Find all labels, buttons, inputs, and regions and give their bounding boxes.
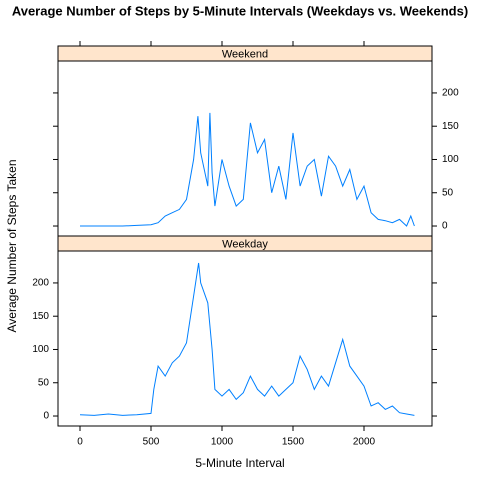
- y-tick-label: 50: [38, 377, 50, 388]
- x-tick-label: 2000: [353, 437, 376, 448]
- strip-label: Weekday: [222, 238, 268, 250]
- x-tick-label: 0: [77, 437, 83, 448]
- y-tick-label: 200: [442, 88, 459, 99]
- x-axis-label: 5-Minute Interval: [195, 456, 284, 470]
- data-line: [80, 112, 415, 227]
- y-tick-label: 100: [442, 154, 459, 165]
- panel-frame: [57, 250, 433, 427]
- y-tick-label: 0: [43, 411, 49, 422]
- y-tick-label: 150: [442, 121, 459, 132]
- y-tick-label: 150: [32, 311, 49, 322]
- panel-frame: [57, 60, 433, 237]
- x-tick-label: 500: [143, 437, 160, 448]
- strip-label: Weekend: [222, 48, 268, 60]
- y-axis-label: Average Number of Steps Taken: [5, 160, 19, 333]
- chart-title: Average Number of Steps by 5-Minute Inte…: [12, 3, 468, 18]
- y-tick-label: 50: [442, 187, 454, 198]
- x-tick-label: 1500: [282, 437, 305, 448]
- y-tick-label: 100: [32, 344, 49, 355]
- y-tick-label: 200: [32, 278, 49, 289]
- data-line: [79, 262, 415, 416]
- y-tick-label: 0: [442, 221, 448, 232]
- x-tick-label: 1000: [211, 437, 234, 448]
